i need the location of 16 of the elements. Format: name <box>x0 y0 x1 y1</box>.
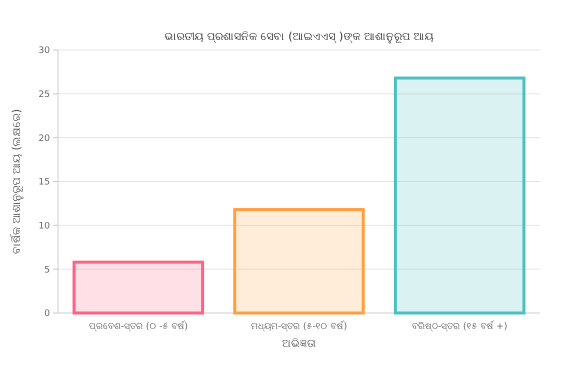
bar <box>394 76 526 314</box>
y-tick-label: 10 <box>38 221 50 232</box>
bar <box>72 260 204 314</box>
y-axis-title: ବାର୍ଷିକ ଆଶାନୁରୂପ ଆୟ (ଲକ୍ଷରେ) <box>10 108 25 254</box>
chart-title: ଭାରତୀୟ ପ୍ରଶାସନିକ ସେବା (ଆଇଏଏସ୍ )ଙ୍କ ଆଶାନୁରୂପ ଆୟ <box>164 30 434 45</box>
y-tick-label: 30 <box>38 46 50 56</box>
x-axis-title: ଅଭିଜ୍ଞତା <box>282 337 316 350</box>
x-tick-label: ବରିଷ୍ଠ-ସ୍ତର (୧୫ ବର୍ଷ +) <box>412 320 508 332</box>
bar <box>233 208 365 314</box>
y-tick-label: 5 <box>44 265 50 276</box>
x-tick-label: ମଧ୍ୟମ-ସ୍ତର (୫-୧୦ ବର୍ଷ) <box>250 320 348 332</box>
y-tick-label: 0 <box>44 309 50 320</box>
y-tick-label: 20 <box>38 134 50 144</box>
y-tick-label: 25 <box>38 90 50 100</box>
x-tick-label: ପ୍ରବେଶ-ସ୍ତର (୦ -୫ ବର୍ଷ) <box>88 320 188 332</box>
y-tick-label: 15 <box>38 178 50 188</box>
